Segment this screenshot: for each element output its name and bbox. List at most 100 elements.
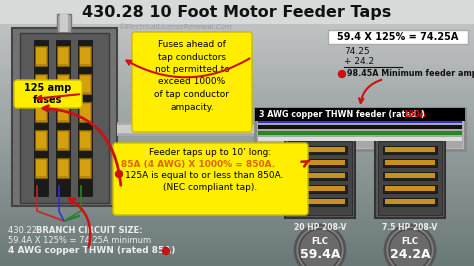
Bar [0, 19, 474, 20]
Bar [0, 38, 474, 39]
Bar [0, 160, 474, 161]
Bar [80, 104, 90, 120]
Bar [0, 111, 474, 112]
Text: ): ) [420, 110, 424, 119]
Bar [0, 149, 474, 150]
Bar [79, 158, 91, 178]
Bar [0, 209, 474, 210]
Bar [0, 170, 474, 171]
Bar [0, 119, 474, 120]
Bar [0, 75, 474, 76]
Bar [0, 126, 474, 127]
Bar [0, 179, 474, 180]
Bar [0, 50, 474, 51]
Bar [0, 95, 474, 96]
Bar [0, 37, 474, 38]
Bar [0, 177, 474, 178]
Bar [0, 51, 474, 52]
Bar [0, 80, 474, 81]
Bar [0, 45, 474, 46]
Bar [0, 211, 474, 212]
Text: 20 HP 208-V: 20 HP 208-V [294, 223, 346, 232]
Bar [0, 114, 474, 115]
Bar [0, 265, 474, 266]
Bar [0, 35, 474, 36]
Bar [0, 60, 474, 61]
Bar [0, 254, 474, 255]
Bar [0, 88, 474, 89]
Bar [35, 46, 47, 66]
Bar [0, 158, 474, 159]
Bar [0, 138, 474, 139]
Bar [0, 43, 474, 44]
Bar [0, 4, 474, 5]
Bar [0, 215, 474, 216]
Bar [0, 237, 474, 238]
Bar [0, 136, 474, 137]
Bar [0, 252, 474, 253]
Bar [0, 31, 474, 32]
Bar [35, 102, 47, 122]
Bar [0, 214, 474, 215]
Bar [0, 137, 474, 138]
Bar [0, 70, 474, 71]
Bar [0, 82, 474, 83]
Bar [0, 0, 474, 1]
Bar [0, 206, 474, 207]
Bar [0, 139, 474, 140]
Text: 24.2A: 24.2A [390, 248, 430, 261]
Bar [0, 49, 474, 50]
Bar [0, 84, 474, 85]
Bar [0, 223, 474, 224]
Bar [383, 146, 437, 154]
Bar [385, 186, 435, 191]
Bar [0, 91, 474, 92]
Bar [0, 198, 474, 199]
Text: BRANCH CIRCUIT SIZE:: BRANCH CIRCUIT SIZE: [36, 226, 143, 235]
Bar [0, 92, 474, 93]
Bar [295, 147, 345, 152]
Bar [0, 24, 474, 25]
Bar [0, 238, 474, 239]
Bar [295, 160, 345, 165]
Text: 430.28 10 Foot Motor Feeder Taps: 430.28 10 Foot Motor Feeder Taps [82, 5, 392, 19]
Bar [0, 199, 474, 200]
Bar [0, 192, 474, 193]
Bar [0, 155, 474, 156]
Bar [0, 194, 474, 195]
Bar [0, 106, 474, 107]
Bar [0, 107, 474, 108]
Bar [0, 59, 474, 60]
Bar [0, 23, 474, 24]
Bar [0, 40, 474, 41]
Bar [383, 185, 437, 193]
Text: 59.4A: 59.4A [300, 248, 340, 261]
Bar [20, 33, 109, 203]
Bar [0, 213, 474, 214]
Bar [0, 105, 474, 106]
Bar [0, 44, 474, 45]
Bar [0, 260, 474, 261]
Circle shape [338, 70, 346, 77]
Bar [0, 259, 474, 260]
Bar [36, 48, 46, 64]
Bar [0, 127, 474, 128]
Bar [0, 242, 474, 243]
Bar [0, 217, 474, 218]
Bar [0, 165, 474, 166]
Bar [58, 160, 68, 176]
Bar [0, 124, 474, 125]
Bar [0, 235, 474, 236]
Bar [0, 33, 474, 34]
Bar [58, 104, 68, 120]
Text: FLC: FLC [401, 238, 419, 247]
Bar [0, 6, 474, 7]
Bar [0, 65, 474, 66]
Bar [0, 131, 474, 132]
Bar [293, 146, 347, 154]
Bar [0, 157, 474, 158]
Bar [293, 185, 347, 193]
Bar [57, 158, 69, 178]
Bar [0, 67, 474, 68]
Bar [0, 255, 474, 256]
